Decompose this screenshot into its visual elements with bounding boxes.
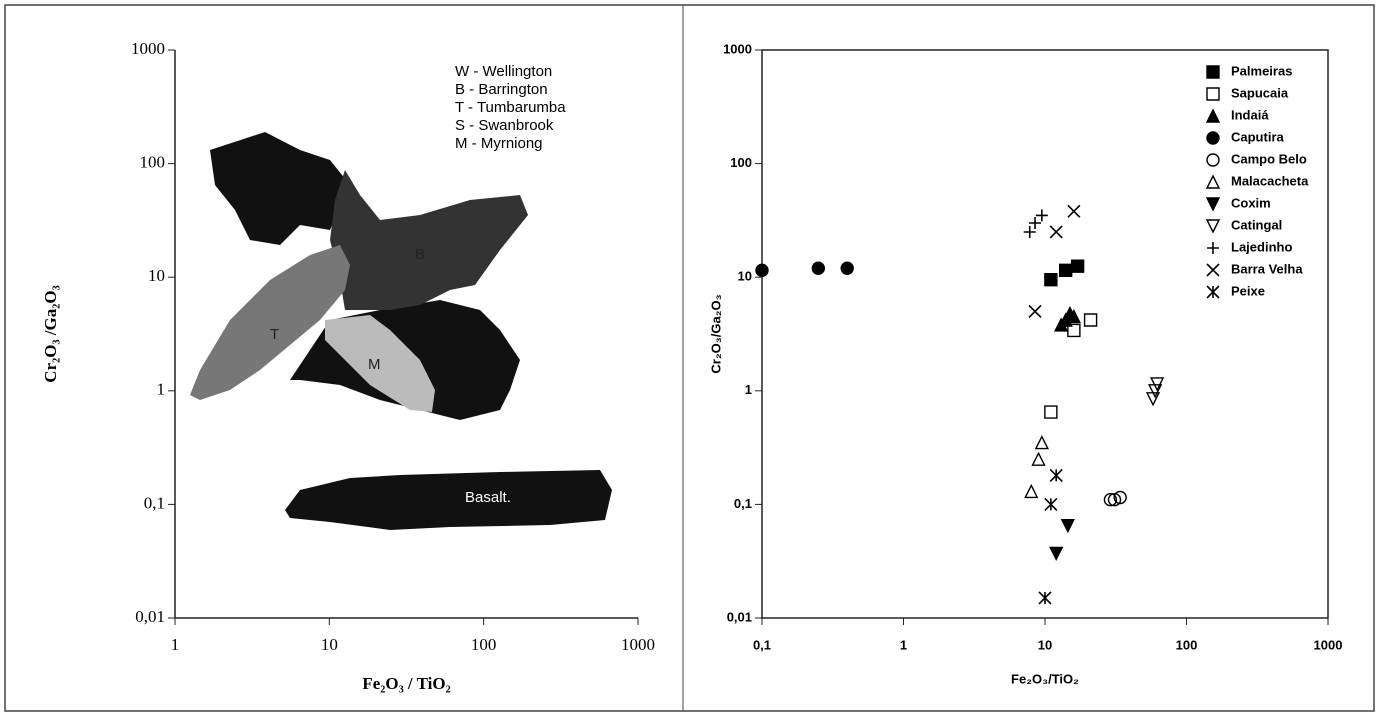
legend-swatch [1207, 264, 1219, 276]
field-label: Basalt. [465, 489, 511, 506]
y-tick-label: 0,01 [727, 609, 752, 624]
figure: B T M Basalt. 11010010000,010,1110100100… [0, 0, 1380, 718]
x-tick-label: 100 [1176, 637, 1198, 652]
marker [1039, 592, 1051, 604]
marker [1045, 498, 1057, 510]
x-tick-label: 1 [900, 637, 907, 652]
legend-label: Peixe [1231, 283, 1265, 298]
x-axis-label: Fe₂O₃/TiO₂ [1011, 671, 1079, 686]
left-panel: B T M Basalt. [190, 132, 612, 530]
x-tick-label: 10 [1038, 637, 1052, 652]
marker [841, 262, 853, 274]
marker [1050, 226, 1062, 238]
legend-swatch [1207, 198, 1219, 210]
field-b [330, 170, 528, 310]
marker [1050, 469, 1062, 481]
marker [1151, 378, 1163, 390]
legend-text: W - Wellington [455, 63, 552, 80]
legend-swatch [1207, 154, 1219, 166]
y-tick-label: 0,1 [144, 493, 165, 512]
y-tick-label: 1000 [131, 39, 165, 58]
y-tick-label: 100 [140, 153, 166, 172]
marker [1036, 437, 1048, 449]
marker [1147, 393, 1159, 405]
marker [1072, 260, 1084, 272]
legend-text: S - Swanbrook [455, 117, 554, 134]
legend-label: Caputira [1231, 129, 1285, 144]
legend-swatch [1207, 88, 1219, 100]
field-w [210, 132, 350, 245]
marker [1050, 547, 1062, 559]
legend-label: Campo Belo [1231, 151, 1307, 166]
legend-label: Indaiá [1231, 107, 1269, 122]
x-tick-label: 10 [321, 635, 338, 654]
legend-label: Catingal [1231, 217, 1282, 232]
x-axis-label: Fe₂O₃ / TiO₂ [362, 674, 450, 693]
y-tick-label: 0,1 [734, 496, 752, 511]
marker [1024, 226, 1036, 238]
y-tick-label: 100 [730, 155, 752, 170]
x-tick-label: 1000 [1314, 637, 1343, 652]
y-tick-label: 1 [157, 380, 166, 399]
legend-swatch [1207, 110, 1219, 122]
field-label: M [368, 356, 381, 373]
marker [1025, 485, 1037, 497]
legend-swatch [1207, 132, 1219, 144]
marker [1060, 264, 1072, 276]
marker [1029, 305, 1041, 317]
marker [1068, 205, 1080, 217]
marker [1045, 274, 1057, 286]
marker [1036, 209, 1048, 221]
legend-label: Lajedinho [1231, 239, 1292, 254]
marker [1045, 406, 1057, 418]
field-label: T [270, 326, 279, 343]
marker [812, 262, 824, 274]
field-basalt [285, 470, 612, 530]
legend-text: M - Myrniong [455, 135, 543, 152]
legend-label: Malacacheta [1231, 173, 1309, 188]
y-tick-label: 10 [738, 269, 752, 284]
y-tick-label: 1000 [723, 41, 752, 56]
legend-swatch [1207, 66, 1219, 78]
legend-swatch [1207, 242, 1219, 254]
legend-text: B - Barrington [455, 81, 548, 98]
legend-swatch [1207, 176, 1219, 188]
y-axis-label: Cr₂O₃/Ga₂O₃ [708, 294, 723, 373]
legend-label: Coxim [1231, 195, 1271, 210]
legend-label: Palmeiras [1231, 63, 1292, 78]
legend-label: Sapucaia [1231, 85, 1289, 100]
field-label: B [415, 246, 425, 263]
marker [1062, 520, 1074, 532]
marker [1033, 453, 1045, 465]
x-tick-label: 1 [171, 635, 180, 654]
y-tick-label: 1 [745, 382, 752, 397]
y-axis-label: Cr₂O₃ /Ga₂O₃ [41, 285, 60, 382]
x-tick-label: 0,1 [753, 637, 771, 652]
legend-text: T - Tumbarumba [455, 99, 566, 116]
y-tick-label: 0,01 [135, 607, 165, 626]
legend-label: Barra Velha [1231, 261, 1303, 276]
marker [1085, 314, 1097, 326]
marker [756, 264, 768, 276]
x-tick-label: 1000 [621, 635, 655, 654]
marker [1029, 217, 1041, 229]
legend-swatch [1207, 286, 1219, 298]
y-tick-label: 10 [148, 266, 165, 285]
legend-swatch [1207, 220, 1219, 232]
x-tick-label: 100 [471, 635, 497, 654]
